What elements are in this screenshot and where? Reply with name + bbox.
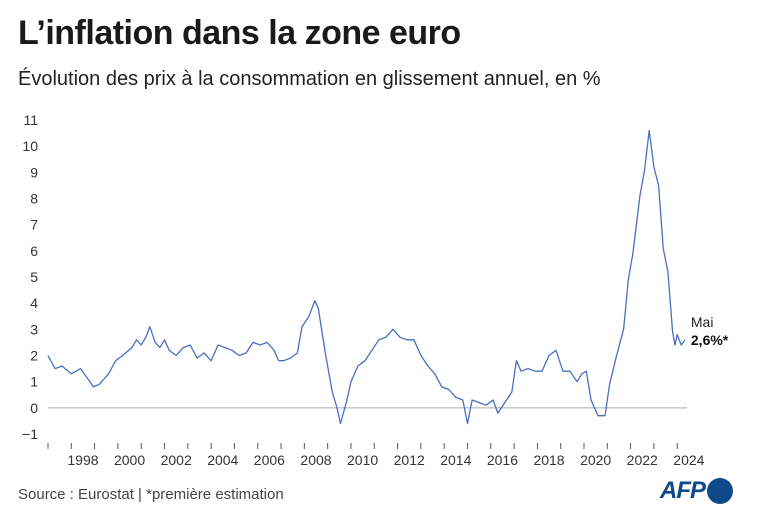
- x-tick-label: 2008: [300, 452, 331, 468]
- x-tick-label: 2020: [580, 452, 611, 468]
- y-tick-label: 3: [30, 321, 38, 337]
- y-tick-label: 5: [30, 269, 38, 285]
- x-tick-label: 2016: [487, 452, 518, 468]
- x-tick-label: 2012: [394, 452, 425, 468]
- annotation-month: Mai: [691, 314, 714, 330]
- y-tick-label: 2: [30, 348, 38, 364]
- logo-dot-icon: [707, 478, 733, 504]
- y-tick-label: 10: [22, 138, 38, 154]
- x-tick-label: 2000: [114, 452, 145, 468]
- x-tick-label: 2006: [254, 452, 285, 468]
- y-tick-label: 8: [30, 191, 38, 207]
- y-tick-label: 9: [30, 164, 38, 180]
- chart-subtitle: Évolution des prix à la consommation en …: [18, 68, 601, 90]
- x-tick-label: 2018: [533, 452, 564, 468]
- chart-title: L’inflation dans la zone euro: [18, 14, 461, 52]
- x-tick-label: 2010: [347, 452, 378, 468]
- y-tick-label: 0: [30, 400, 38, 416]
- source-note: Source : Eurostat | *première estimation: [18, 486, 284, 503]
- y-axis-ticks: −1 0 1 2 3 4 5 6 7 8 9 10 11: [22, 112, 38, 442]
- y-tick-label: 4: [30, 295, 38, 311]
- x-tick-label: 2002: [161, 452, 192, 468]
- x-tick-label: 1998: [67, 452, 98, 468]
- afp-logo: AFP: [660, 477, 733, 505]
- x-axis-tick-marks: [47, 443, 678, 449]
- y-tick-label: 7: [30, 217, 38, 233]
- annotation-value: 2,6%*: [691, 332, 729, 348]
- x-tick-label: 2014: [440, 452, 471, 468]
- x-tick-label: 2024: [673, 452, 704, 468]
- y-tick-label: 1: [30, 374, 38, 390]
- inflation-series-line: [47, 129, 686, 425]
- x-axis-ticks: 1998 2000 2002 2004 2006 2008 2010 2012 2014 2016…: [67, 452, 704, 468]
- x-tick-label: 2022: [627, 452, 658, 468]
- y-tick-label: −1: [22, 426, 38, 442]
- logo-text: AFP: [660, 477, 706, 504]
- y-tick-label: 6: [30, 243, 38, 259]
- x-tick-label: 2004: [207, 452, 238, 468]
- y-tick-label: 11: [23, 112, 38, 128]
